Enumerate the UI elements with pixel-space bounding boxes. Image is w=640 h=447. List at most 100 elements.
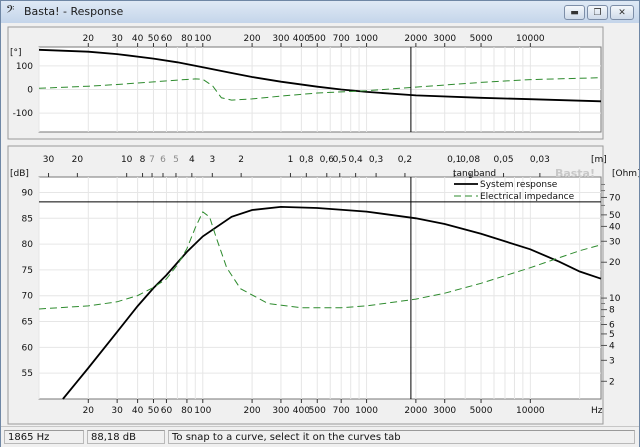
- wavelength-tick-label: 0,2: [398, 155, 412, 165]
- impedance-tick-label: 2: [609, 377, 615, 387]
- system-response-line: [62, 205, 602, 400]
- basta-watermark: Basta!: [555, 167, 595, 180]
- phase-y-tick-label: 100: [16, 62, 33, 72]
- wavelength-tick-label: 6: [160, 155, 166, 165]
- title-bar[interactable]: 𝄢 Basta! - Response ▬ ❐ ✕: [1, 1, 639, 23]
- magnitude-x-tick-label: 20: [83, 406, 95, 416]
- phase-x-tick-label: 10000: [516, 34, 545, 44]
- minimize-button[interactable]: ▬: [564, 5, 585, 20]
- status-hint: To snap to a curve, select it on the cur…: [168, 430, 635, 444]
- magnitude-x-tick-label: 300: [272, 406, 289, 416]
- legend-title: tangband: [453, 169, 496, 179]
- wavelength-tick-label: 1: [288, 155, 294, 165]
- magnitude-x-tick-label: 2000: [404, 406, 427, 416]
- window-title: Basta! - Response: [24, 5, 124, 18]
- magnitude-x-tick-label: 80: [181, 406, 193, 416]
- magnitude-x-tick-label: 50: [148, 406, 160, 416]
- wavelength-tick-label: 0,4: [348, 155, 363, 165]
- phase-x-tick-label: 700: [333, 34, 350, 44]
- magnitude-x-tick-label: 10000: [516, 406, 545, 416]
- phase-x-tick-label: 20: [83, 34, 95, 44]
- wavelength-unit-label: [m]: [591, 155, 607, 165]
- impedance-tick-label: 20: [609, 258, 621, 268]
- magnitude-x-tick-label: 5000: [470, 406, 493, 416]
- phase-x-tick-label: 40: [132, 34, 144, 44]
- status-level: 88,18 dB: [87, 430, 165, 444]
- magnitude-y-tick-label: 90: [22, 188, 34, 198]
- wavelength-tick-label: 0,3: [369, 155, 383, 165]
- wavelength-tick-label: 0,05: [494, 155, 514, 165]
- phase-x-tick-label: 5000: [470, 34, 493, 44]
- magnitude-x-tick-label: 1000: [355, 406, 378, 416]
- legend-entry-label: Electrical impedance: [480, 192, 575, 202]
- impedance-tick-label: 6: [609, 320, 615, 330]
- maximize-button[interactable]: ❐: [587, 5, 608, 20]
- bass-clef-icon: 𝄢: [6, 4, 15, 19]
- wavelength-tick-label: 0,8: [299, 155, 314, 165]
- wavelength-tick-label: 8: [140, 155, 146, 165]
- wavelength-tick-label: 20: [72, 155, 84, 165]
- magnitude-x-tick-label: 100: [194, 406, 211, 416]
- wavelength-tick-label: 0,1: [447, 155, 461, 165]
- status-frequency: 1865 Hz: [4, 430, 84, 444]
- wavelength-tick-label: 7: [149, 155, 155, 165]
- phase-x-tick-label: 30: [111, 34, 123, 44]
- phase-response-line: [38, 48, 602, 103]
- impedance-tick-label: 70: [609, 193, 621, 203]
- magnitude-y-tick-label: 60: [22, 343, 34, 353]
- wavelength-tick-label: 3: [209, 155, 215, 165]
- magnitude-x-tick-label: 60: [161, 406, 173, 416]
- impedance-tick-label: 4: [609, 341, 615, 351]
- magnitude-y-tick-label: 65: [22, 318, 33, 328]
- impedance-tick-label: 10: [609, 294, 621, 304]
- phase-y-axis-label: [°]: [10, 48, 22, 58]
- phase-x-tick-label: 200: [243, 34, 260, 44]
- magnitude-y-tick-label: 85: [22, 214, 33, 224]
- legend-entry-label: System response: [480, 180, 558, 190]
- phase-y-tick-label: 0: [27, 86, 33, 96]
- magnitude-y-tick-label: 75: [22, 266, 33, 276]
- impedance-tick-label: 8: [609, 306, 615, 316]
- wavelength-tick-label: 2: [238, 155, 244, 165]
- impedance-tick-label: 50: [609, 211, 621, 221]
- phase-x-tick-label: 50: [148, 34, 160, 44]
- magnitude-x-tick-label: 500: [309, 406, 326, 416]
- wavelength-tick-label: 30: [43, 155, 55, 165]
- impedance-tick-label: 40: [609, 222, 621, 232]
- magnitude-y-tick-label: 70: [22, 292, 34, 302]
- wavelength-tick-label: 10: [121, 155, 133, 165]
- magnitude-x-tick-label: 400: [293, 406, 310, 416]
- magnitude-x-tick-label: 3000: [433, 406, 456, 416]
- impedance-tick-label: 5: [609, 330, 615, 340]
- phase-x-tick-label: 2000: [404, 34, 427, 44]
- magnitude-x-tick-label: 200: [243, 406, 260, 416]
- wavelength-tick-label: 4: [189, 155, 195, 165]
- phase-impedance-line: [38, 77, 602, 101]
- wavelength-tick-label: 0,5: [333, 155, 347, 165]
- phase-x-tick-label: 100: [194, 34, 211, 44]
- phase-x-tick-label: 500: [309, 34, 326, 44]
- phase-x-tick-label: 60: [161, 34, 173, 44]
- phase-x-tick-label: 300: [272, 34, 289, 44]
- impedance-tick-label: 30: [609, 237, 621, 247]
- magnitude-plot-area: [38, 176, 602, 400]
- phase-x-tick-label: 400: [293, 34, 310, 44]
- magnitude-y-tick-label: 55: [22, 369, 33, 379]
- phase-y-tick-label: -100: [13, 109, 34, 119]
- electrical-impedance-line: [38, 211, 602, 310]
- status-bar: 1865 Hz 88,18 dB To snap to a curve, sel…: [1, 426, 639, 447]
- phase-x-tick-label: 80: [181, 34, 193, 44]
- wavelength-tick-label: 0,03: [530, 155, 550, 165]
- magnitude-y-axis-label: [dB]: [10, 169, 29, 179]
- close-button[interactable]: ✕: [610, 5, 634, 20]
- wavelength-tick-label: 0,6: [320, 155, 335, 165]
- magnitude-x-tick-label: 40: [132, 406, 144, 416]
- impedance-axis-label: [Ohm]: [612, 169, 639, 179]
- impedance-tick-label: 3: [609, 356, 615, 366]
- magnitude-x-axis-label: Hz: [591, 406, 603, 416]
